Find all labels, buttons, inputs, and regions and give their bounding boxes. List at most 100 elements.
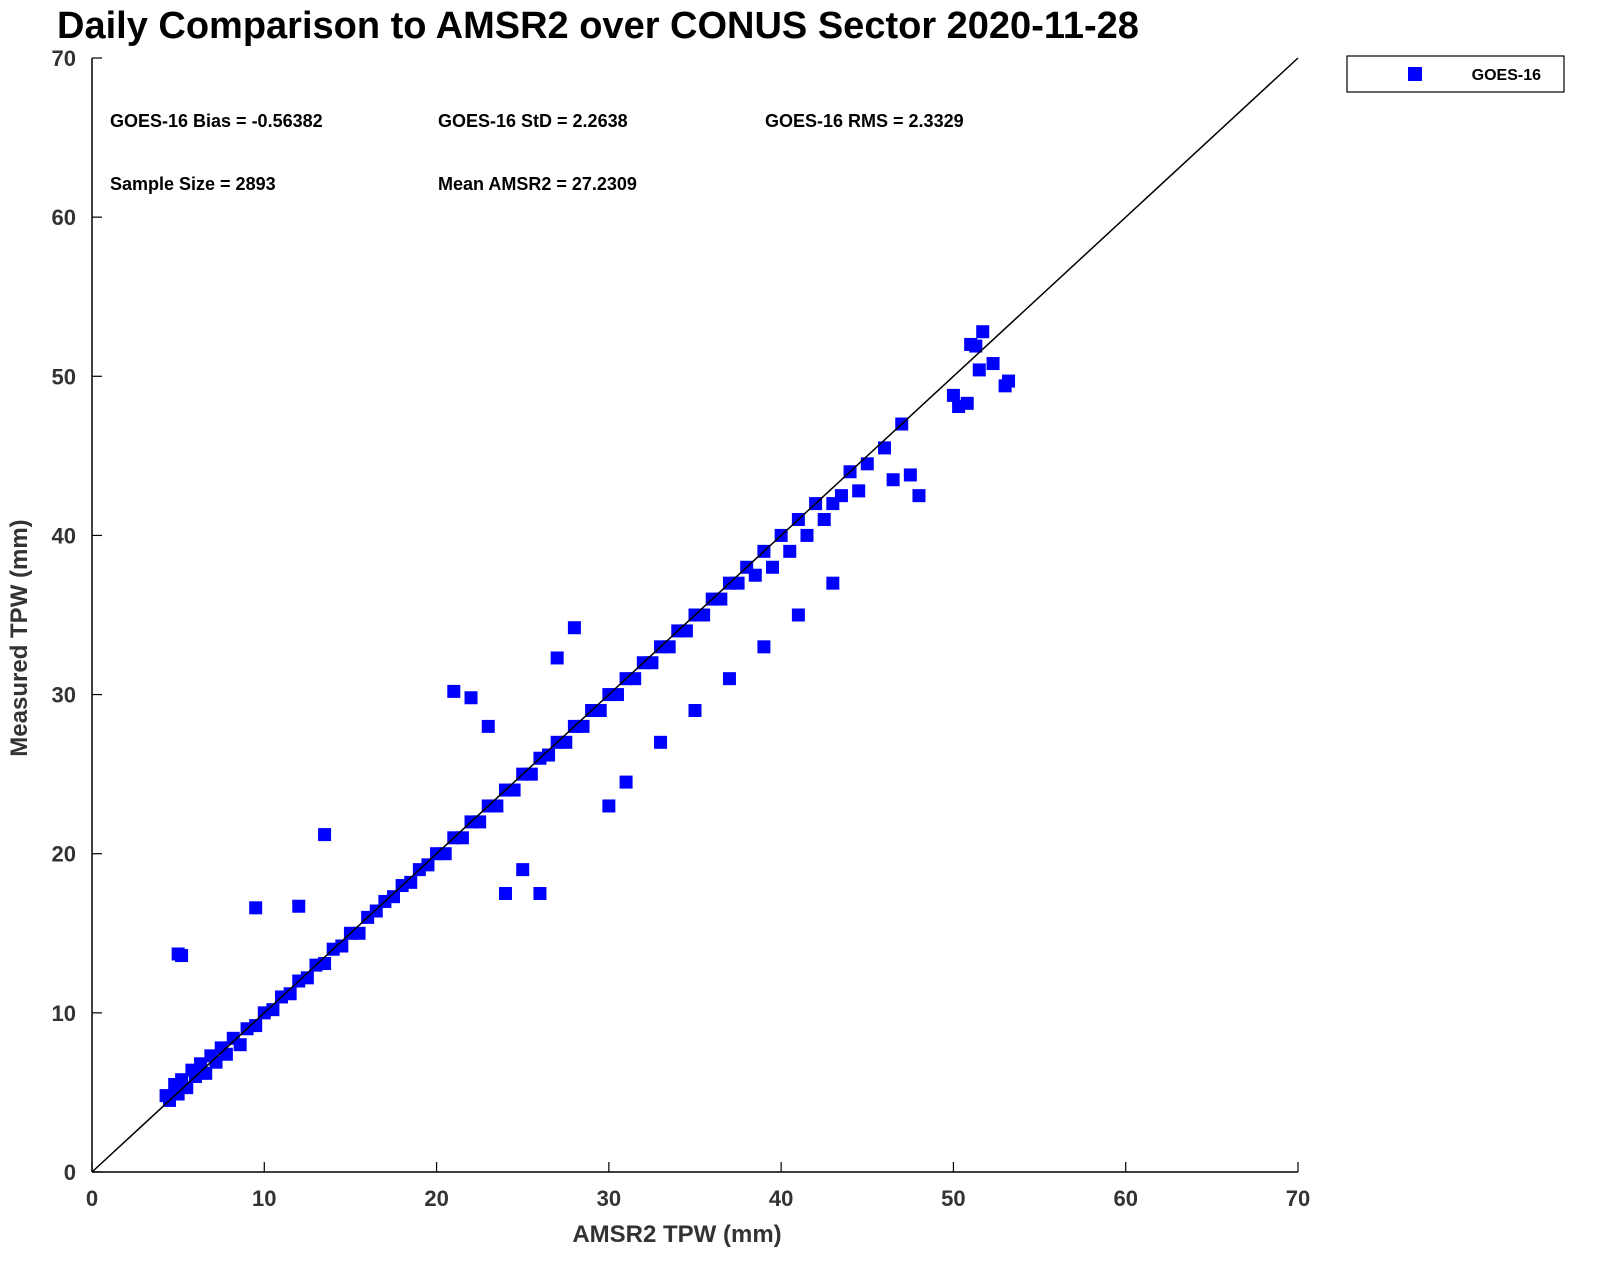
x-tick-label: 0 <box>86 1186 98 1211</box>
data-point <box>791 608 805 622</box>
chart-title: Daily Comparison to AMSR2 over CONUS Sec… <box>57 5 1139 47</box>
data-point <box>610 688 624 702</box>
data-point <box>438 847 452 861</box>
data-point <box>318 828 332 842</box>
y-axis-label: Measured TPW (mm) <box>6 519 33 756</box>
bias-annotation: GOES-16 Bias = -0.56382 <box>110 111 323 131</box>
data-point <box>903 468 917 482</box>
axis-ticks: 0 10 20 30 40 50 60 70 0 10 20 30 40 50 60 70 <box>52 46 1311 1211</box>
data-point <box>464 691 478 705</box>
plot-area: 0 10 20 30 40 50 60 70 0 10 20 30 40 50 60 70 <box>52 46 1311 1211</box>
legend-marker <box>1408 67 1422 81</box>
data-point <box>679 624 693 638</box>
data-point <box>490 799 504 813</box>
reference-line <box>91 57 1299 1173</box>
data-point <box>1002 374 1016 388</box>
data-point <box>986 357 1000 371</box>
data-point <box>878 441 892 455</box>
data-point <box>628 672 642 686</box>
data-point <box>860 457 874 471</box>
sample-size-annotation: Sample Size = 2893 <box>110 174 276 194</box>
data-point <box>447 684 461 698</box>
data-point <box>550 651 564 665</box>
data-points <box>159 325 1016 1107</box>
y-tick-label: 60 <box>52 205 76 230</box>
legend-label: GOES-16 <box>1472 67 1541 84</box>
data-point <box>826 576 840 590</box>
data-point <box>387 890 400 904</box>
data-point <box>292 899 306 913</box>
data-point <box>473 815 487 829</box>
x-tick-label: 60 <box>1113 1186 1137 1211</box>
data-point <box>542 748 556 762</box>
data-point <box>533 887 547 900</box>
data-point <box>800 528 814 542</box>
data-point <box>352 926 366 940</box>
std-annotation: GOES-16 StD = 2.2638 <box>438 111 628 131</box>
data-point <box>976 325 990 339</box>
data-point <box>318 957 332 971</box>
data-point <box>834 489 848 503</box>
data-point <box>559 735 573 749</box>
data-point <box>507 783 521 797</box>
data-point <box>946 388 960 402</box>
data-point <box>335 939 349 953</box>
data-point <box>766 560 780 574</box>
y-tick-label: 40 <box>52 523 76 548</box>
data-point <box>283 987 297 1001</box>
stats-annotations: GOES-16 Bias = -0.56382 GOES-16 StD = 2.… <box>110 111 964 194</box>
rms-annotation: GOES-16 RMS = 2.3329 <box>765 111 964 131</box>
data-point <box>960 396 974 410</box>
data-point <box>524 767 538 781</box>
data-point <box>576 719 590 733</box>
legend-box <box>1346 55 1565 93</box>
data-point <box>199 1066 213 1080</box>
data-point <box>516 863 530 877</box>
data-point <box>783 544 797 558</box>
data-point <box>697 608 711 622</box>
data-point <box>249 901 263 915</box>
data-point <box>817 513 831 527</box>
data-point <box>714 592 728 606</box>
y-tick-label: 0 <box>64 1160 76 1185</box>
x-tick-label: 10 <box>252 1186 276 1211</box>
data-point <box>731 576 745 590</box>
data-point <box>912 489 926 503</box>
data-point <box>593 703 607 717</box>
data-point <box>969 339 983 353</box>
data-point <box>602 799 616 813</box>
data-point <box>404 875 418 889</box>
y-tick-label: 20 <box>52 842 76 867</box>
x-tick-label: 70 <box>1286 1186 1310 1211</box>
data-point <box>886 473 900 487</box>
data-point <box>852 484 866 498</box>
data-point <box>645 656 659 670</box>
x-tick-label: 20 <box>424 1186 448 1211</box>
data-point <box>567 621 581 635</box>
data-point <box>972 363 986 377</box>
data-point <box>219 1047 233 1061</box>
data-point <box>249 1019 263 1033</box>
mean-amsr2-annotation: Mean AMSR2 = 27.2309 <box>438 174 637 194</box>
y-tick-label: 70 <box>52 46 76 71</box>
data-point <box>688 703 702 717</box>
data-point <box>722 672 736 686</box>
x-tick-label: 40 <box>769 1186 793 1211</box>
y-tick-label: 10 <box>52 1001 76 1026</box>
data-point <box>300 971 314 985</box>
legend: GOES-16 <box>1346 55 1565 93</box>
data-point <box>662 640 676 654</box>
data-point <box>233 1038 247 1052</box>
data-point <box>757 640 771 654</box>
data-point <box>209 1055 223 1069</box>
x-tick-label: 50 <box>941 1186 965 1211</box>
data-point <box>619 775 633 789</box>
data-point <box>421 858 435 872</box>
y-tick-label: 30 <box>52 683 76 708</box>
data-point <box>498 887 512 900</box>
data-point <box>266 1003 280 1017</box>
data-point <box>175 949 189 963</box>
data-point <box>654 735 668 749</box>
data-point <box>455 831 469 845</box>
